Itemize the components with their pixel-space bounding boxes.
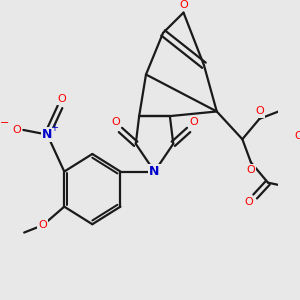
Text: O: O: [12, 125, 21, 135]
Text: O: O: [255, 106, 264, 116]
Text: O: O: [247, 165, 255, 175]
Text: +: +: [50, 123, 58, 133]
Text: O: O: [294, 130, 300, 140]
Text: O: O: [189, 117, 198, 127]
Text: −: −: [0, 118, 9, 128]
Text: N: N: [149, 165, 160, 178]
Text: N: N: [42, 128, 52, 141]
Text: O: O: [179, 0, 188, 10]
Text: O: O: [39, 220, 47, 230]
Text: O: O: [244, 197, 253, 207]
Text: O: O: [111, 117, 120, 127]
Text: O: O: [57, 94, 66, 103]
